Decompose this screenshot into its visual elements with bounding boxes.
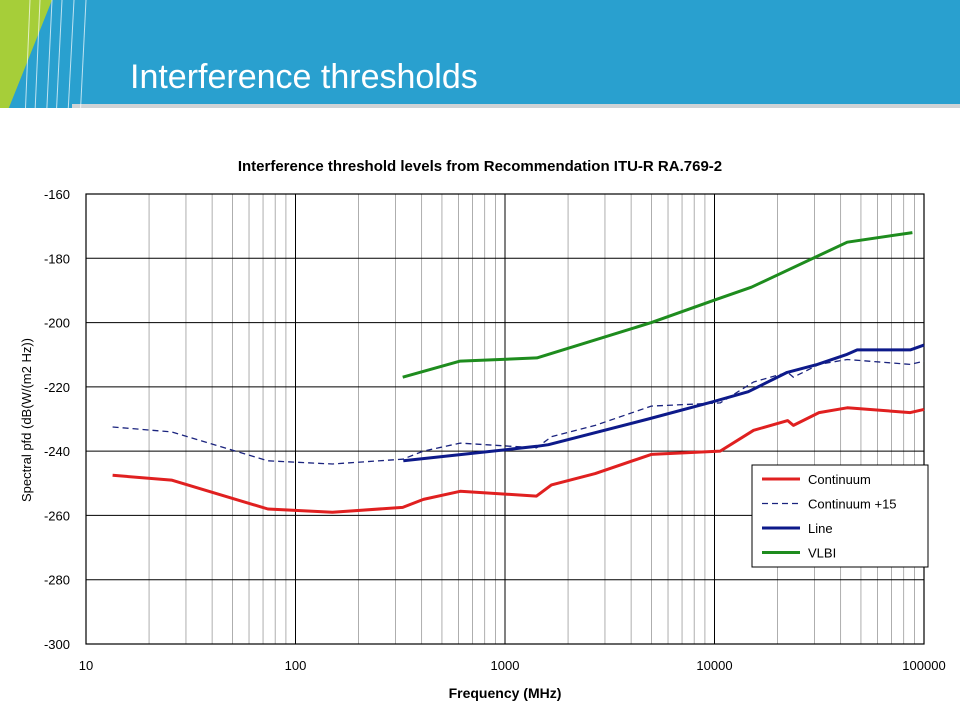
title-banner: [0, 0, 960, 108]
y-tick-label: -220: [44, 380, 70, 395]
banner-shadow-strip: [72, 104, 960, 108]
y-tick-label: -260: [44, 508, 70, 523]
x-tick-label: 10000: [696, 658, 732, 673]
legend-item-label: Continuum +15: [808, 497, 897, 512]
plot-border: [85, 193, 925, 645]
series-line-2: [403, 343, 925, 463]
x-tick-label: 1000: [491, 658, 520, 673]
x-tick-label: 10: [79, 658, 93, 673]
legend-box: [751, 464, 929, 568]
x-tick-label: 100000: [902, 658, 945, 673]
y-axis-label: Spectral pfd (dB(W/(m2 Hz)): [19, 338, 34, 502]
y-tick-label: -240: [44, 444, 70, 459]
x-axis-label: Frequency (MHz): [449, 685, 562, 701]
legend-item-label: Line: [808, 521, 833, 536]
banner-background: [0, 0, 960, 108]
y-tick-label: -200: [44, 316, 70, 331]
series-line-3: [402, 231, 913, 379]
legend-item-label: Continuum: [808, 472, 871, 487]
y-tick-label: -160: [44, 187, 70, 202]
y-tick-label: -300: [44, 637, 70, 652]
chart-title: Interference threshold levels from Recom…: [238, 158, 722, 175]
legend-item-label: VLBI: [808, 546, 836, 561]
x-tick-label: 100: [285, 658, 307, 673]
y-tick-label: -180: [44, 251, 70, 266]
series-line-0: [112, 406, 925, 514]
slide-title: Interference thresholds: [130, 58, 478, 96]
y-tick-label: -280: [44, 573, 70, 588]
